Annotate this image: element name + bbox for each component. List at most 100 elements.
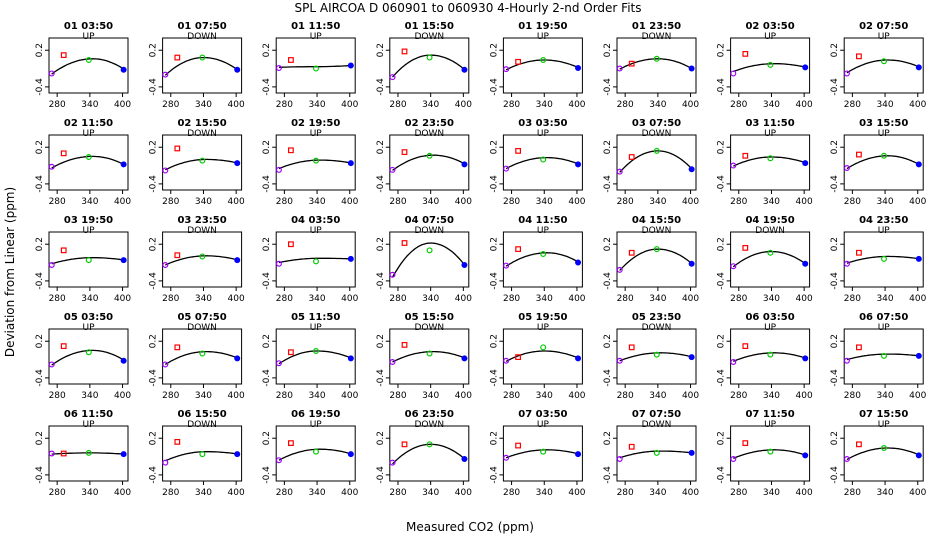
y-tick-label: 0.2 (35, 140, 45, 154)
data-point (347, 255, 354, 262)
x-tick-label: 280 (503, 294, 520, 304)
x-tick-label: 340 (195, 294, 212, 304)
x-tick-label: 280 (49, 391, 66, 401)
x-tick-label: 280 (503, 488, 520, 498)
panel-title: 07 11:50 (745, 409, 794, 420)
fit-curve (846, 255, 921, 264)
panel-direction-label: DOWN (642, 323, 672, 333)
y-tick-label: 0.2 (717, 237, 727, 251)
y-tick-label: -0.4 (717, 466, 727, 484)
y-tick-label: 0.2 (262, 431, 272, 445)
x-tick-label: 340 (649, 488, 666, 498)
x-tick-label: 340 (195, 197, 212, 207)
y-tick-label: -0.4 (35, 175, 45, 193)
data-point (843, 165, 850, 172)
y-tick-label: 0.2 (35, 431, 45, 445)
x-tick-label: 400 (228, 294, 245, 304)
panel-title: 06 15:50 (177, 409, 226, 420)
data-point (688, 166, 695, 173)
y-tick-label: 0.2 (717, 43, 727, 57)
data-point (389, 359, 396, 366)
data-point (880, 352, 887, 359)
panel-title: 03 03:50 (518, 118, 567, 129)
x-tick-label: 280 (389, 100, 406, 110)
data-point (120, 357, 127, 364)
data-point (60, 450, 67, 457)
data-point (503, 66, 510, 73)
data-point (174, 54, 181, 61)
y-tick-label: 0.2 (376, 431, 386, 445)
panel-direction-label: DOWN (414, 226, 444, 236)
data-point (234, 66, 241, 73)
y-axis-label: Deviation from Linear (ppm) (3, 187, 17, 357)
data-point (312, 258, 319, 265)
data-point (767, 249, 774, 256)
fit-curve (619, 450, 693, 459)
panel-title: 06 11:50 (64, 409, 113, 420)
data-point (48, 262, 55, 269)
x-tick-label: 340 (81, 100, 98, 110)
data-point (234, 451, 241, 458)
panel-frame (275, 134, 356, 191)
panel-title: 05 11:50 (291, 312, 340, 323)
data-point (540, 156, 547, 163)
data-point (461, 262, 468, 269)
panel-frame (275, 425, 356, 482)
x-tick-label: 280 (162, 488, 179, 498)
x-tick-label: 400 (682, 197, 699, 207)
y-tick-label: 0.2 (149, 431, 159, 445)
data-point (275, 166, 282, 173)
panel-title: 07 07:50 (632, 409, 681, 420)
x-tick-label: 400 (568, 391, 585, 401)
data-point (616, 266, 623, 273)
data-point (389, 166, 396, 173)
y-tick-label: 0.2 (830, 237, 840, 251)
x-tick-label: 340 (876, 488, 893, 498)
x-tick-label: 340 (195, 100, 212, 110)
y-tick-label: 0.2 (262, 334, 272, 348)
panel-frame (389, 37, 470, 94)
y-tick-label: -0.4 (489, 175, 499, 193)
x-tick-label: 340 (536, 100, 553, 110)
x-axis-label: Measured CO2 (ppm) (406, 520, 534, 534)
y-tick-label: 0.2 (830, 43, 840, 57)
fit-curve (165, 158, 239, 171)
x-tick-label: 400 (114, 100, 131, 110)
data-point (802, 355, 809, 362)
data-point (162, 71, 169, 78)
x-tick-label: 280 (276, 488, 293, 498)
data-point (515, 246, 522, 253)
x-tick-label: 400 (341, 100, 358, 110)
data-point (856, 249, 862, 256)
panel-frame (275, 328, 356, 385)
data-point (174, 344, 181, 351)
panel-title: 05 07:50 (177, 312, 226, 323)
panel-frame (502, 328, 583, 385)
data-point (915, 255, 922, 262)
fit-curve (392, 54, 466, 78)
y-tick-label: 0.2 (262, 140, 272, 154)
data-point (174, 438, 181, 445)
x-tick-label: 400 (228, 391, 245, 401)
y-tick-label: 0.2 (603, 334, 613, 348)
data-point (915, 352, 922, 359)
data-point (275, 64, 282, 71)
fit-curve (619, 248, 694, 271)
y-tick-label: 0.2 (376, 334, 386, 348)
y-tick-label: 0.2 (376, 140, 386, 154)
data-point (275, 360, 282, 367)
x-tick-label: 280 (617, 488, 634, 498)
x-tick-label: 400 (341, 391, 358, 401)
fit-curve (505, 156, 580, 170)
panel-direction-label: UP (878, 323, 891, 333)
x-tick-label: 280 (162, 197, 179, 207)
y-tick-label: 0.2 (35, 237, 45, 251)
